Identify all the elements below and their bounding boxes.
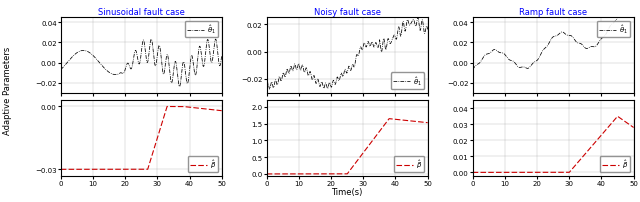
Legend: $\hat{\theta}_1$: $\hat{\theta}_1$ <box>597 22 630 38</box>
X-axis label: Time(s): Time(s) <box>332 187 363 196</box>
Legend: $\hat{\beta}$: $\hat{\beta}$ <box>188 156 218 172</box>
Legend: $\hat{\beta}$: $\hat{\beta}$ <box>394 156 424 172</box>
Legend: $\hat{\theta}_1$: $\hat{\theta}_1$ <box>185 22 218 38</box>
Legend: $\hat{\theta}_1$: $\hat{\theta}_1$ <box>391 73 424 90</box>
Title: Noisy fault case: Noisy fault case <box>314 8 381 17</box>
Legend: $\hat{\beta}$: $\hat{\beta}$ <box>600 156 630 172</box>
Text: Adaptive Parameters: Adaptive Parameters <box>3 47 12 135</box>
Title: Ramp fault case: Ramp fault case <box>519 8 588 17</box>
Title: Sinusoidal fault case: Sinusoidal fault case <box>98 8 185 17</box>
